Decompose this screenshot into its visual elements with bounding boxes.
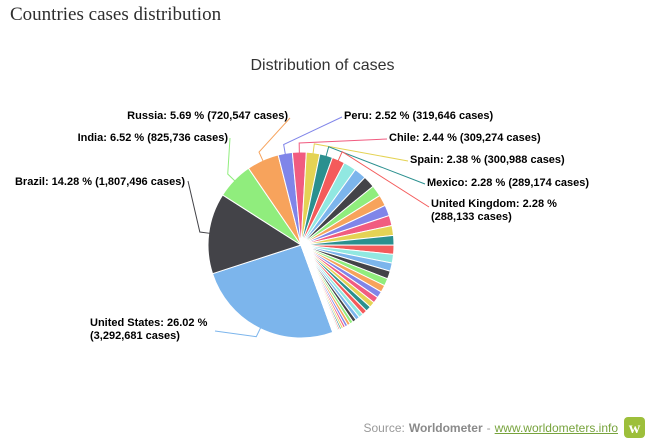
label-connector	[325, 146, 426, 185]
label-connector	[258, 117, 291, 162]
label-connector	[214, 327, 262, 338]
label-connector	[187, 180, 210, 234]
source-name: Worldometer	[408, 420, 483, 435]
label-connector	[283, 116, 343, 155]
chart-title: Distribution of cases	[250, 57, 395, 74]
label-connector	[298, 138, 388, 154]
slice-label-spain: Spain: 2.38 % (300,988 cases)	[410, 154, 565, 166]
slice-label-india: India: 6.52 % (825,736 cases)	[77, 132, 228, 144]
source-credit: Source: Worldometer - www.worldometers.i…	[363, 417, 645, 438]
worldometers-logo-letter: w	[628, 420, 641, 437]
slice-label-brazil: Brazil: 14.28 % (1,807,496 cases)	[14, 176, 185, 188]
slice-label-united-states: United States: 26.02 % (3,292,681 cases)	[90, 317, 208, 342]
pie-slice-small[interactable]	[300, 244, 334, 334]
slice-label-peru: Peru: 2.52 % (319,646 cases)	[344, 110, 494, 122]
slice-label-mexico: Mexico: 2.28 % (289,174 cases)	[427, 177, 590, 189]
worldometers-logo[interactable]: w	[624, 417, 645, 438]
label-connector	[227, 137, 236, 182]
slice-label-chile: Chile: 2.44 % (309,274 cases)	[389, 132, 541, 144]
source-prefix: Source:	[363, 420, 405, 435]
slice-label-united-kingdom: United Kingdom: 2.28 % (288,133 cases)	[431, 198, 557, 223]
label-connector	[337, 150, 430, 208]
slice-label-russia: Russia: 5.69 % (720,547 cases)	[127, 110, 288, 122]
label-connector	[312, 143, 409, 162]
page-title: Countries cases distribution	[10, 4, 222, 25]
source-separator: -	[486, 420, 491, 435]
source-link[interactable]: www.worldometers.info	[494, 420, 618, 435]
